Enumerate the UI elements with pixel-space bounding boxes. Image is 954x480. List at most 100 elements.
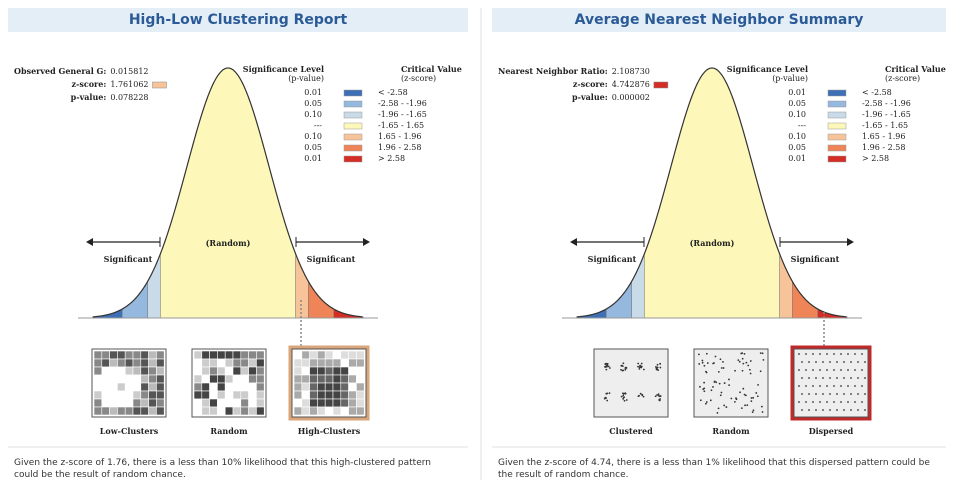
thumb-cell — [317, 350, 326, 360]
thumb-point — [740, 407, 743, 410]
thumb-cell — [156, 366, 165, 376]
thumb-point — [756, 395, 759, 398]
thumb-point — [826, 385, 828, 387]
thumb-point — [739, 391, 741, 394]
thumb-cell — [124, 382, 134, 392]
thumb-cell — [324, 398, 334, 408]
thumb-cell — [293, 350, 303, 360]
thumb-point — [748, 368, 751, 371]
thumb-cell — [232, 382, 242, 392]
thumb-cell — [348, 390, 357, 400]
thumb-cell — [248, 366, 257, 376]
thumb-point — [854, 385, 856, 387]
thumb-cell — [224, 398, 234, 408]
thumb-point — [847, 385, 849, 387]
legend-critical-value: 1.96 - 2.58 — [862, 143, 905, 152]
thumb-cell — [232, 398, 242, 408]
thumb-cell — [356, 358, 365, 368]
thumb-point — [641, 393, 644, 396]
thumb-cell — [248, 398, 257, 408]
thumb-cell — [348, 366, 357, 376]
thumb-cell — [240, 390, 249, 400]
thumb-cell — [156, 382, 165, 392]
thumb-cell — [224, 390, 234, 400]
legend-significance: 0.05 — [304, 143, 322, 152]
thumb-cell — [148, 406, 157, 416]
thumb-point — [744, 404, 746, 407]
thumb-cell — [148, 398, 157, 408]
legend-critical-value: 1.96 - 2.58 — [378, 143, 421, 152]
thumb-cell — [301, 366, 310, 376]
thumb-cell — [132, 398, 142, 408]
thumb-cell — [256, 374, 265, 384]
thumb-cell — [101, 374, 110, 384]
thumb-cell — [240, 398, 249, 408]
legend-swatch — [343, 122, 363, 130]
thumb-cell — [293, 366, 303, 376]
thumb-cell — [317, 366, 326, 376]
thumb-cell — [201, 398, 210, 408]
thumb-cell — [132, 358, 142, 368]
curve-region — [160, 67, 296, 319]
thumb-point — [857, 409, 859, 411]
thumb-cell — [140, 358, 149, 368]
stat-label: Observed General G: — [14, 66, 106, 76]
thumb-cell — [317, 382, 326, 392]
thumb-point — [723, 382, 726, 384]
thumb-point — [822, 377, 824, 379]
thumb-cell — [309, 350, 318, 360]
thumb-cell — [309, 406, 318, 416]
thumb-point — [701, 359, 704, 362]
thumb-point — [713, 381, 716, 383]
thumb-cell — [140, 374, 149, 384]
thumb-point — [710, 389, 713, 392]
thumb-point — [709, 399, 712, 402]
thumb-cell — [317, 358, 326, 368]
thumb-point — [801, 409, 803, 411]
curve-label: Significant — [307, 254, 356, 264]
thumb-bg — [593, 348, 669, 418]
thumb-cell — [209, 374, 218, 384]
z-score-swatch — [653, 81, 669, 89]
thumb-cell — [117, 406, 126, 416]
thumb-cell — [132, 390, 142, 400]
thumb-cell — [332, 382, 342, 392]
thumb-cell — [148, 382, 157, 392]
thumb-cell — [140, 366, 149, 376]
thumb-point — [605, 362, 607, 365]
thumb-bg — [693, 348, 769, 418]
thumb-point — [741, 357, 744, 360]
thumb-cell — [124, 358, 134, 368]
thumb-cell — [117, 350, 126, 360]
thumb-cell — [240, 406, 249, 416]
thumb-point — [801, 361, 803, 363]
thumb-cell — [224, 358, 234, 368]
thumb-point — [742, 362, 745, 365]
thumb-point — [714, 355, 717, 358]
legend-critical-value: -2.58 - -1.96 — [378, 99, 427, 108]
legend-swatch — [827, 122, 847, 130]
pattern-label: Random — [712, 426, 750, 436]
stat-value: 0.015812 — [110, 67, 148, 76]
thumb-cell — [356, 398, 365, 408]
thumb-cell — [209, 382, 218, 392]
thumb-point — [864, 409, 866, 411]
thumb-point — [805, 385, 807, 387]
thumb-point — [608, 392, 611, 395]
legend-swatch — [827, 111, 847, 119]
thumb-point — [840, 353, 842, 355]
legend-header: (z-score) — [401, 74, 436, 83]
thumb-cell — [248, 350, 257, 360]
thumb-cell — [348, 382, 357, 392]
legend-header: Critical Value — [885, 64, 946, 74]
curve-label: (Random) — [690, 238, 735, 248]
thumb-point — [826, 401, 828, 403]
panel-title: High-Low Clustering Report — [8, 8, 468, 32]
thumb-cell — [109, 350, 118, 360]
thumb-point — [717, 407, 720, 410]
thumb-point — [734, 369, 736, 372]
thumb-point — [815, 361, 817, 363]
thumb-cell — [132, 382, 142, 392]
thumb-cell — [156, 350, 165, 360]
pattern-thumbnail — [91, 348, 167, 418]
